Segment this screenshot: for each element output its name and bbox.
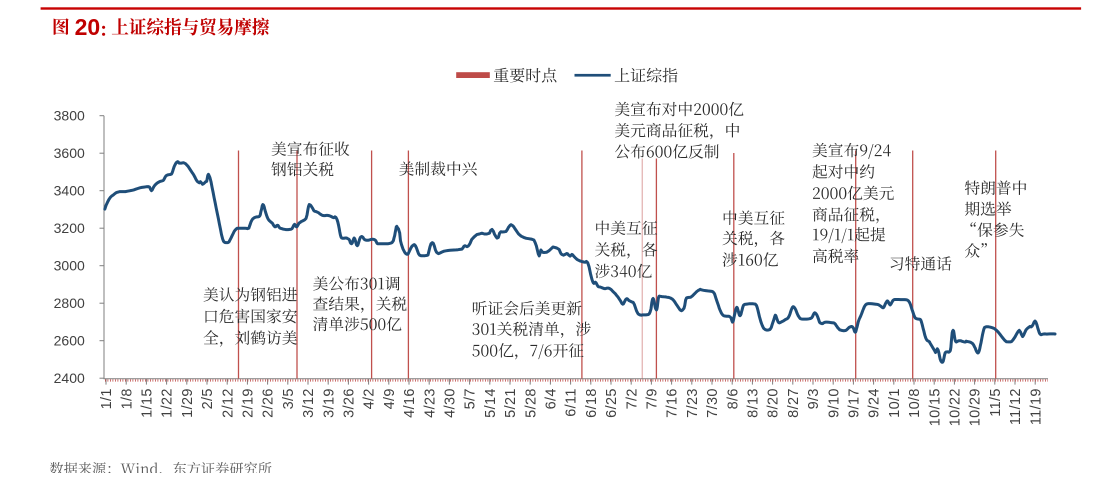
svg-text:6/11: 6/11 bbox=[564, 388, 580, 417]
svg-text:6/25: 6/25 bbox=[604, 388, 620, 418]
svg-text:10/29: 10/29 bbox=[968, 388, 984, 426]
svg-text:1/8: 1/8 bbox=[119, 388, 135, 409]
svg-text:4/9: 4/9 bbox=[382, 388, 398, 409]
svg-text:3/26: 3/26 bbox=[342, 388, 358, 418]
svg-text:10/8: 10/8 bbox=[907, 388, 923, 418]
svg-text:8/13: 8/13 bbox=[746, 388, 762, 418]
svg-text:3800: 3800 bbox=[54, 108, 85, 124]
svg-text:4/16: 4/16 bbox=[402, 388, 418, 418]
svg-text:6/18: 6/18 bbox=[584, 388, 600, 418]
svg-text:11/5: 11/5 bbox=[988, 388, 1004, 417]
svg-text:7/9: 7/9 bbox=[645, 388, 661, 409]
svg-text:2400: 2400 bbox=[54, 370, 85, 386]
svg-text:20: 20 bbox=[75, 14, 101, 40]
svg-text:8/20: 8/20 bbox=[766, 388, 782, 418]
svg-text:3000: 3000 bbox=[54, 258, 85, 274]
svg-text:8/27: 8/27 bbox=[786, 388, 802, 418]
svg-text:7/30: 7/30 bbox=[705, 388, 721, 418]
svg-text:9/3: 9/3 bbox=[806, 388, 822, 409]
svg-text:2800: 2800 bbox=[54, 295, 85, 311]
svg-text:3/19: 3/19 bbox=[321, 388, 337, 418]
svg-text:1/22: 1/22 bbox=[160, 388, 176, 418]
svg-text:8/6: 8/6 bbox=[725, 388, 741, 409]
svg-text:5/21: 5/21 bbox=[503, 388, 519, 418]
svg-text:2/12: 2/12 bbox=[220, 388, 236, 418]
svg-text:7/2: 7/2 bbox=[624, 388, 640, 409]
svg-text:7/16: 7/16 bbox=[665, 388, 681, 418]
svg-text:10/1: 10/1 bbox=[887, 388, 903, 418]
svg-text:5/14: 5/14 bbox=[483, 388, 499, 418]
svg-text:11/12: 11/12 bbox=[1008, 388, 1024, 425]
svg-text:3600: 3600 bbox=[54, 145, 85, 161]
svg-text:3400: 3400 bbox=[54, 183, 85, 199]
svg-text:6/4: 6/4 bbox=[544, 388, 560, 409]
svg-text:2/19: 2/19 bbox=[241, 388, 257, 418]
svg-text:9/24: 9/24 bbox=[867, 388, 883, 418]
svg-text:4/23: 4/23 bbox=[422, 388, 438, 418]
svg-text:2600: 2600 bbox=[54, 333, 85, 349]
svg-text:5/28: 5/28 bbox=[523, 388, 539, 418]
svg-text:5/7: 5/7 bbox=[463, 388, 479, 409]
svg-text:9/17: 9/17 bbox=[847, 388, 863, 418]
svg-text:2/26: 2/26 bbox=[261, 388, 277, 418]
svg-text:2/5: 2/5 bbox=[200, 388, 216, 409]
svg-text:9/10: 9/10 bbox=[826, 388, 842, 418]
svg-text:1/15: 1/15 bbox=[140, 388, 156, 418]
svg-text:10/22: 10/22 bbox=[948, 388, 964, 426]
svg-text:4/2: 4/2 bbox=[362, 388, 378, 409]
svg-text:1/1: 1/1 bbox=[99, 388, 115, 409]
svg-text:1/29: 1/29 bbox=[180, 388, 196, 418]
svg-text:10/15: 10/15 bbox=[927, 388, 943, 426]
svg-text:7/23: 7/23 bbox=[685, 388, 701, 418]
svg-text:11/19: 11/19 bbox=[1028, 388, 1044, 425]
svg-text:3/5: 3/5 bbox=[281, 388, 297, 409]
svg-text:3200: 3200 bbox=[54, 220, 85, 236]
svg-text:3/12: 3/12 bbox=[301, 388, 317, 418]
svg-text:4/30: 4/30 bbox=[443, 388, 459, 418]
